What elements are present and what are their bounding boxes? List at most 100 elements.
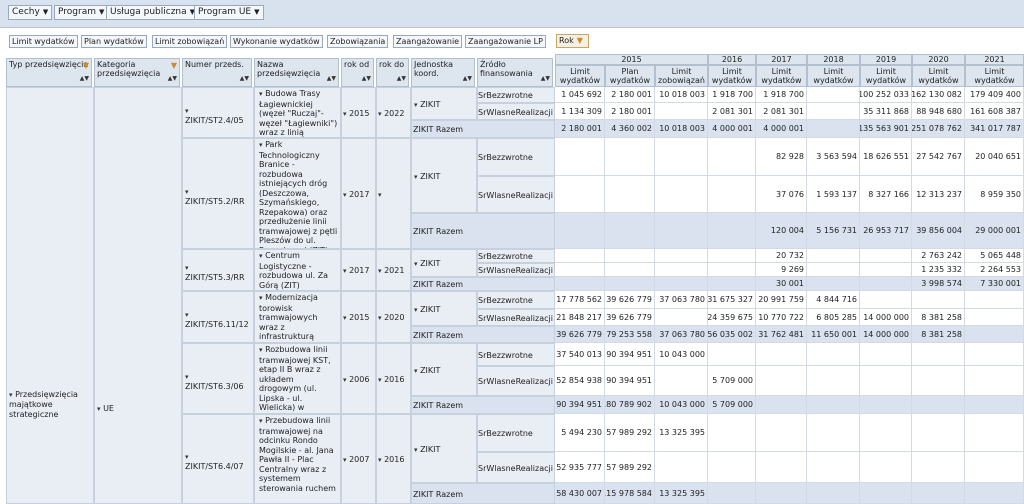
sort-icon[interactable]: ▲▼: [361, 75, 371, 82]
chevron-down-icon[interactable]: ▾: [378, 314, 382, 322]
project-rok-od-cell[interactable]: ▾ 2015: [341, 87, 376, 138]
chevron-down-icon[interactable]: ▾: [414, 446, 418, 454]
project-nazwa-cell[interactable]: ▾ Przebudowa linii tramwajowej na odcink…: [254, 414, 341, 504]
project-numer-cell[interactable]: ▾ ZIKIT/ST5.2/RR: [182, 138, 254, 249]
col-header-limit-wydatkow[interactable]: Limit wydatków: [756, 65, 807, 87]
chevron-down-icon[interactable]: ▾: [259, 294, 263, 302]
project-rok-od-cell[interactable]: ▾ 2015: [341, 291, 376, 343]
rok-column-button[interactable]: Rok ▼: [556, 34, 589, 48]
col-header-plan-wydatkow[interactable]: Plan wydatków: [605, 65, 655, 87]
chevron-down-icon[interactable]: ▾: [185, 107, 189, 115]
header-zrodlo[interactable]: Źródło finansowania ▲▼: [477, 58, 553, 87]
chevron-down-icon[interactable]: ▾: [378, 191, 382, 199]
measure-zaangazowanie[interactable]: Zaangażowanie: [393, 35, 463, 48]
chevron-down-icon[interactable]: ▾: [185, 264, 189, 272]
project-numer[interactable]: ▾ ZIKIT/ST6.11/12: [185, 310, 249, 330]
project-numer[interactable]: ▾ ZIKIT/ST6.4/07: [185, 452, 244, 472]
chevron-down-icon[interactable]: ▾: [343, 110, 347, 118]
filter-program[interactable]: Program ▼: [54, 5, 109, 20]
project-numer-cell[interactable]: ▾ ZIKIT/ST2.4/05: [182, 87, 254, 138]
chevron-down-icon[interactable]: ▾: [414, 101, 418, 109]
chevron-down-icon[interactable]: ▾: [378, 267, 382, 275]
header-typ[interactable]: Typ przedsięwzięcia ▼ ▲▼: [6, 58, 92, 87]
chevron-down-icon[interactable]: ▾: [185, 453, 189, 461]
project-numer[interactable]: ▾ ZIKIT/ST5.3/RR: [185, 263, 245, 283]
year-header-2018[interactable]: 2018: [807, 54, 860, 65]
year-header-2019[interactable]: 2019: [860, 54, 912, 65]
project-rok-od-cell[interactable]: ▾ 2007: [341, 414, 376, 504]
chevron-down-icon[interactable]: ▾: [343, 267, 347, 275]
project-rok-od-cell[interactable]: ▾ 2006: [341, 343, 376, 414]
project-nazwa-cell[interactable]: ▾ Centrum Logistyczne - rozbudowa ul. Za…: [254, 249, 341, 291]
project-nazwa-cell[interactable]: ▾ Modernizacja torowisk tramwajowych wra…: [254, 291, 341, 343]
header-jednostka[interactable]: Jednostka koord. ▲▼: [411, 58, 475, 87]
project-jednostka-cell[interactable]: ▾ ZIKIT: [411, 87, 477, 120]
sort-icon[interactable]: ▲▼: [326, 75, 336, 82]
project-jednostka-cell[interactable]: ▾ ZIKIT: [411, 291, 477, 326]
chevron-down-icon[interactable]: ▾: [97, 405, 101, 413]
chevron-down-icon[interactable]: ▾: [185, 188, 189, 196]
project-nazwa-cell[interactable]: ▾ Park Technologiczny Branice - rozbudow…: [254, 138, 341, 249]
sort-icon[interactable]: ▲▼: [396, 75, 406, 82]
project-rok-do-cell[interactable]: ▾ 2016: [376, 414, 411, 504]
project-numer-cell[interactable]: ▾ ZIKIT/ST6.4/07: [182, 414, 254, 504]
measure-zobowiazania[interactable]: Zobowiązania: [327, 35, 389, 48]
measure-limit-wydatkow[interactable]: Limit wydatków: [9, 35, 78, 48]
header-nazwa[interactable]: Nazwa przedsięwzięcia ▲▼: [254, 58, 339, 87]
project-rok-do-cell[interactable]: ▾ 2021: [376, 249, 411, 291]
project-nazwa[interactable]: ▾ Centrum Logistyczne - rozbudowa ul. Za…: [255, 250, 340, 290]
chevron-down-icon[interactable]: ▾: [259, 90, 263, 98]
chevron-down-icon[interactable]: ▾: [414, 367, 418, 375]
project-nazwa-cell[interactable]: ▾ Rozbudowa linii tramwajowej KST, etap …: [254, 343, 341, 414]
chevron-down-icon[interactable]: ▾: [414, 306, 418, 314]
chevron-down-icon[interactable]: ▾: [343, 376, 347, 384]
project-numer-cell[interactable]: ▾ ZIKIT/ST6.3/06: [182, 343, 254, 414]
sort-icon[interactable]: ▲▼: [239, 75, 249, 82]
filter-program-ue[interactable]: Program UE ▼: [194, 5, 264, 20]
project-rok-od-cell[interactable]: ▾ 2017: [341, 249, 376, 291]
measure-plan-wydatkow[interactable]: Plan wydatków: [81, 35, 147, 48]
sort-icon[interactable]: ▲▼: [462, 75, 472, 82]
project-nazwa[interactable]: ▾ Rozbudowa linii tramwajowej KST, etap …: [255, 344, 340, 413]
chevron-down-icon[interactable]: ▾: [259, 252, 263, 260]
chevron-down-icon[interactable]: ▾: [378, 110, 382, 118]
project-numer-cell[interactable]: ▾ ZIKIT/ST6.11/12: [182, 291, 254, 343]
chevron-down-icon[interactable]: ▾: [185, 373, 189, 381]
col-header-limit-wydatkow[interactable]: Limit wydatków: [912, 65, 965, 87]
project-numer[interactable]: ▾ ZIKIT/ST6.3/06: [185, 372, 244, 392]
project-numer[interactable]: ▾ ZIKIT/ST2.4/05: [185, 106, 244, 126]
chevron-down-icon[interactable]: ▾: [259, 141, 263, 149]
year-header-2016[interactable]: 2016: [708, 54, 756, 65]
chevron-down-icon[interactable]: ▾: [343, 191, 347, 199]
project-jednostka-cell[interactable]: ▾ ZIKIT: [411, 249, 477, 277]
project-nazwa[interactable]: ▾ Przebudowa linii tramwajowej na odcink…: [255, 415, 340, 493]
chevron-down-icon[interactable]: ▾: [378, 456, 382, 464]
measure-zaangazowanie-lp[interactable]: Zaangażowanie LP: [465, 35, 546, 48]
col-header-limit-wydatkow[interactable]: Limit wydatków: [708, 65, 756, 87]
year-header-2021[interactable]: 2021: [965, 54, 1024, 65]
col-header-limit-wydatkow[interactable]: Limit wydatków: [965, 65, 1024, 87]
year-header-2017[interactable]: 2017: [756, 54, 807, 65]
project-numer[interactable]: ▾ ZIKIT/ST5.2/RR: [185, 187, 245, 207]
filter-usluga-publiczna[interactable]: Usługa publiczna ▼: [106, 5, 200, 20]
col-header-limit-zobowiazan[interactable]: Limit zobowiązań: [655, 65, 708, 87]
filter-funnel-icon[interactable]: ▼: [82, 61, 89, 70]
project-rok-do-cell[interactable]: ▾ 2022: [376, 87, 411, 138]
header-numer[interactable]: Numer przeds. ▲▼: [182, 58, 252, 87]
project-nazwa[interactable]: ▾ Budowa Trasy Łagiewnickiej (węzeł "Ruc…: [255, 88, 340, 137]
project-nazwa[interactable]: ▾ Modernizacja torowisk tramwajowych wra…: [255, 292, 340, 342]
filter-funnel-icon[interactable]: ▼: [170, 61, 177, 70]
year-header-2020[interactable]: 2020: [912, 54, 965, 65]
sort-icon[interactable]: ▲▼: [540, 75, 550, 82]
project-rok-do-cell[interactable]: ▾ 2020: [376, 291, 411, 343]
header-rok-do[interactable]: rok do ▲▼: [376, 58, 409, 87]
header-kategoria[interactable]: Kategoria przedsięwzięcia ▼ ▲▼: [94, 58, 180, 87]
project-numer-cell[interactable]: ▾ ZIKIT/ST5.3/RR: [182, 249, 254, 291]
sort-icon[interactable]: ▲▼: [79, 75, 89, 82]
project-rok-od-cell[interactable]: ▾ 2017: [341, 138, 376, 249]
project-rok-do-cell[interactable]: ▾ 2016: [376, 343, 411, 414]
chevron-down-icon[interactable]: ▾: [414, 173, 418, 181]
chevron-down-icon[interactable]: ▾: [343, 314, 347, 322]
measure-limit-zobowiazan[interactable]: Limit zobowiązań: [152, 35, 228, 48]
header-rok-od[interactable]: rok od ▲▼: [341, 58, 374, 87]
